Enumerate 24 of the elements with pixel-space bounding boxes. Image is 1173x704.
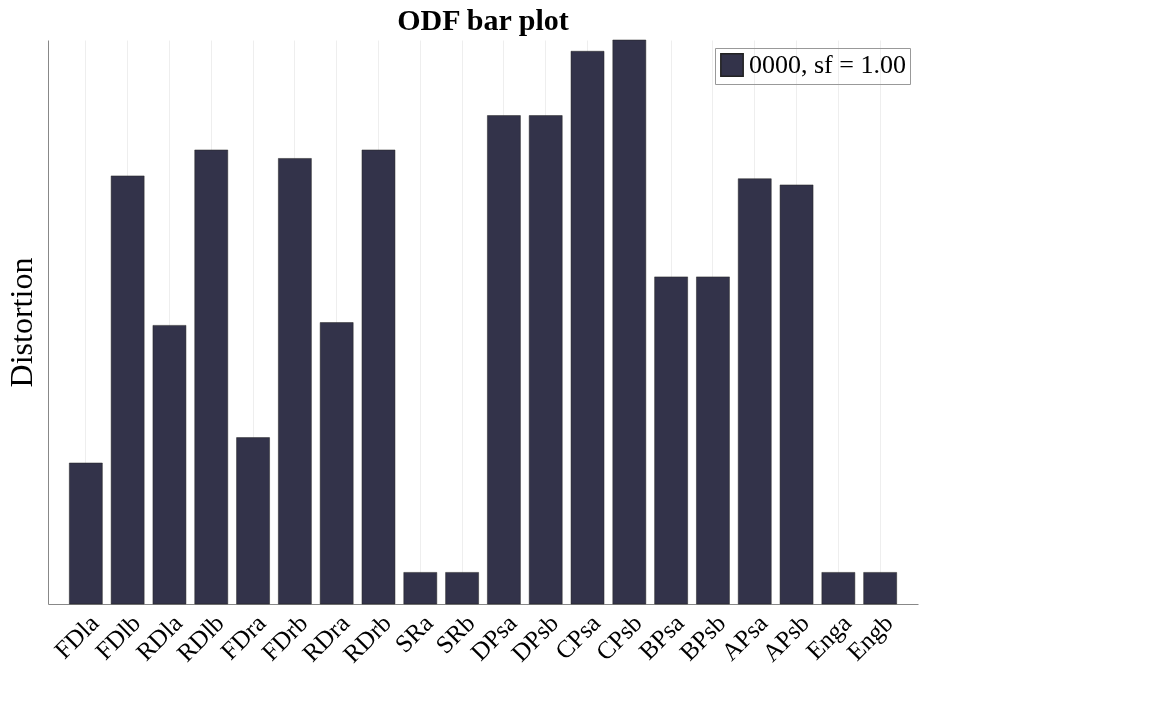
bar	[570, 51, 605, 605]
bar	[779, 184, 814, 605]
bar	[361, 149, 396, 605]
bar	[110, 175, 145, 605]
y-axis-title: Distortion	[2, 257, 39, 388]
bar	[487, 115, 521, 605]
bar	[654, 276, 688, 605]
bar	[696, 276, 730, 605]
bar	[194, 149, 229, 605]
legend-label: 0000, sf = 1.00	[749, 50, 906, 79]
bar	[69, 462, 103, 605]
bar	[445, 572, 479, 605]
bar	[278, 158, 312, 605]
bar	[737, 178, 772, 605]
x-tick-label: SRa	[389, 609, 438, 658]
bar	[612, 39, 647, 605]
bar	[319, 322, 354, 605]
bar	[403, 572, 438, 605]
bar	[152, 325, 187, 605]
chart-title: ODF bar plot	[397, 2, 569, 36]
bar	[863, 572, 897, 605]
bar	[236, 437, 270, 605]
bar	[528, 115, 563, 605]
bar	[821, 572, 856, 605]
